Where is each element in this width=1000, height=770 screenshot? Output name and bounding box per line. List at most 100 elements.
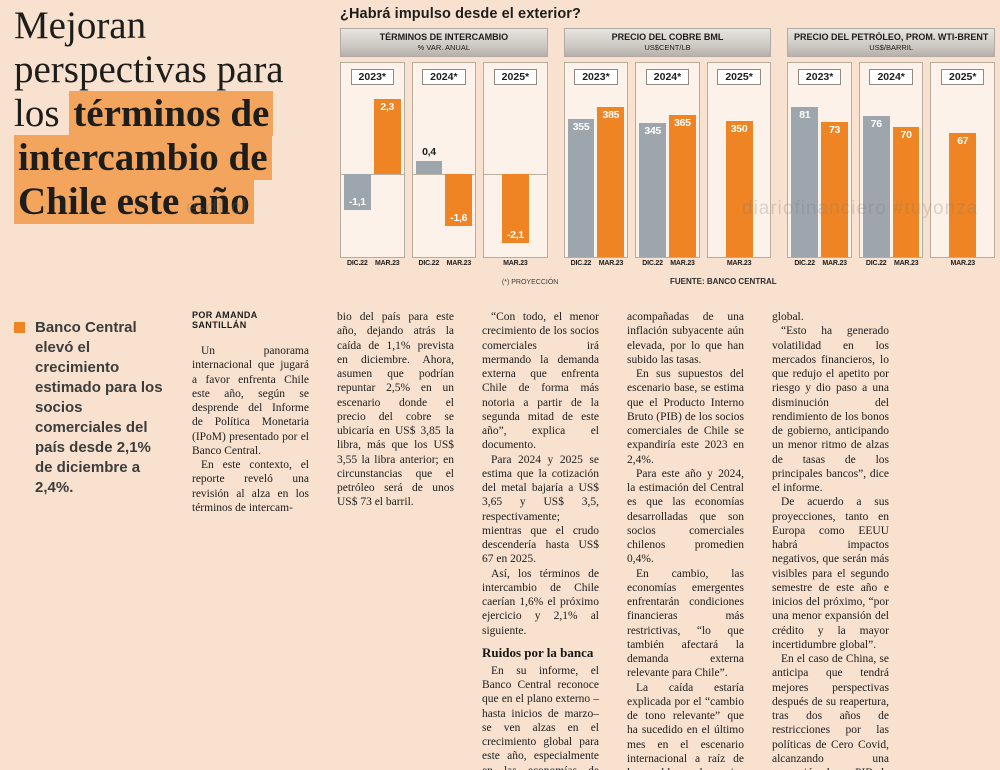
- year-label: 2023*: [797, 69, 842, 85]
- bar-slot: -1,1: [344, 91, 371, 257]
- x-axis-label: MAR.23: [598, 260, 624, 267]
- bar: [415, 161, 443, 174]
- x-axis-label: DIC.22: [794, 260, 815, 267]
- article-paragraph: De acuerdo a sus proyecciones, tanto en …: [772, 496, 889, 651]
- bar-value-label: 355: [572, 120, 590, 133]
- x-axis-label: DIC.22: [346, 260, 368, 267]
- article-paragraph: En cambio, las economías emergentes enfr…: [627, 567, 744, 680]
- bar-slot: 76: [862, 91, 890, 257]
- chart-panel-title: PRECIO DEL COBRE BML: [611, 32, 724, 42]
- chart-panel-unit: US$CENT/LB: [644, 43, 691, 52]
- chart-group-box: 2024* 76 70: [858, 62, 924, 258]
- bullet-square-icon: [14, 322, 25, 333]
- byline: POR AMANDA SANTILLÁN: [192, 310, 258, 330]
- x-axis-label: MAR.23: [503, 260, 528, 267]
- bar: 73: [821, 121, 848, 257]
- lead-text: Banco Central elevó el crecimiento estim…: [35, 319, 163, 496]
- x-axis-label: MAR.23: [950, 260, 976, 267]
- x-axis-label: MAR.23: [670, 260, 695, 267]
- bar-slot: 345: [639, 91, 667, 257]
- zero-baseline: [341, 174, 404, 175]
- chart-panel-header: PRECIO DEL COBRE BML US$CENT/LB: [563, 28, 772, 57]
- chart-panel-header: PRECIO DEL PETRÓLEO, PROM. WTI-BRENT US$/…: [787, 28, 996, 57]
- chart-year-group: 2025* 350 MAR.23: [706, 62, 772, 267]
- chart-year-group: 2025* 67 MAR.23: [930, 62, 996, 267]
- article-body: POR AMANDA SANTILLÁN Un panorama internac…: [192, 310, 988, 770]
- article-paragraph: acompañadas de una inflación subyacente …: [627, 311, 744, 366]
- bar-area: 0,4 -1,6: [412, 91, 476, 257]
- bar: 67: [949, 132, 977, 257]
- chart-year-group: 2025* -2,1 MAR.23: [483, 62, 548, 267]
- year-label: 2024*: [422, 69, 466, 85]
- x-axis-label: MAR.23: [375, 260, 400, 267]
- bar: 76: [862, 116, 890, 257]
- chart-year-group: 2023* 355 385 DIC.22 MAR.23: [563, 62, 629, 267]
- chart-panel-header: TÉRMINOS DE INTERCAMBIO% VAR. ANUAL: [340, 28, 548, 57]
- bar-slot: 385: [597, 91, 625, 257]
- charts-section: ¿Habrá impulso desde el exterior? TÉRMIN…: [340, 6, 996, 289]
- year-label: 2023*: [350, 69, 394, 85]
- bar-slot: 73: [821, 91, 848, 257]
- chart-panel-title: PRECIO DEL PETRÓLEO, PROM. WTI-BRENT: [794, 32, 989, 42]
- chart-group-box: 2023* 81 73: [787, 62, 852, 258]
- bar: 350: [725, 120, 753, 257]
- bar-value-label: 70: [900, 129, 912, 142]
- article-column: POR AMANDA SANTILLÁN Un panorama internac…: [192, 310, 309, 770]
- x-axis-label: DIC.22: [418, 260, 440, 267]
- chart-panels: TÉRMINOS DE INTERCAMBIO% VAR. ANUAL 2023*…: [340, 28, 996, 267]
- bar-value-label: 365: [674, 116, 691, 129]
- headline: Mejoran perspectivas para los términos d…: [14, 4, 336, 225]
- bar-area: -1,1 2,3: [341, 91, 404, 257]
- article-paragraph: global.: [772, 311, 804, 323]
- year-label: 2024*: [869, 69, 913, 85]
- article-paragraph: La caída estaría explicada por el “cambi…: [627, 681, 744, 770]
- x-axis-labels: MAR.23: [930, 260, 995, 267]
- bar-value-label: 73: [828, 123, 841, 136]
- article-column: global. “Esto ha generado volatilidad en …: [772, 310, 889, 770]
- bar: 2,3: [373, 99, 401, 174]
- bar-value-label: 76: [870, 118, 882, 131]
- bar: -1,6: [445, 174, 473, 227]
- chart-group-box: 2025* 350: [706, 62, 772, 258]
- chart-group-box: 2023* -1,1 2,3: [340, 62, 405, 258]
- chart-groups: 2023* 81 73 DIC.22 MAR.23 2024* 76 70 DIC.22 MAR.…: [787, 62, 996, 267]
- bar-value-label: 67: [957, 134, 969, 147]
- x-axis-labels: DIC.22 MAR.23: [635, 260, 700, 267]
- article-paragraph: bio del país para este año, dejando atrá…: [337, 311, 454, 509]
- chart-group-box: 2023* 355 385: [563, 62, 629, 258]
- article-paragraph: Un panorama internacional que jugará a f…: [192, 345, 309, 457]
- bar-slot: 67: [949, 91, 977, 257]
- bar-value-label: -2,1: [506, 228, 524, 241]
- article-paragraph: En sus supuestos del escenario base, se …: [627, 368, 744, 466]
- headline-highlight: términos de intercambio de Chile este añ…: [14, 91, 274, 225]
- chart-footnotes: (*) PROYECCIÓN FUENTE: BANCO CENTRAL: [340, 271, 995, 289]
- x-axis-label: MAR.23: [822, 260, 847, 267]
- x-axis-labels: DIC.22 MAR.23: [564, 260, 629, 267]
- chart-year-group: 2024* 76 70 DIC.22 MAR.23: [858, 62, 924, 267]
- chart-year-group: 2024* 345 365 DIC.22 MAR.23: [635, 62, 700, 267]
- footnote-cell: FUENTE: BANCO CENTRAL: [558, 271, 777, 289]
- x-axis-label: MAR.23: [446, 260, 472, 267]
- chart-panel: TÉRMINOS DE INTERCAMBIO% VAR. ANUAL 2023*…: [340, 28, 548, 267]
- bar-slot: 0,4: [415, 91, 443, 257]
- bar: 365: [669, 114, 696, 257]
- zero-baseline: [412, 174, 476, 175]
- bar: 70: [892, 127, 920, 257]
- article-column: acompañadas de una inflación subyacente …: [627, 310, 744, 770]
- x-axis-labels: DIC.22 MAR.23: [340, 260, 405, 267]
- article-paragraph: En el caso de China, se anticipa que ten…: [772, 653, 889, 770]
- chart-group-box: 2025* 67: [930, 62, 996, 258]
- article-paragraph: “Con todo, el menor crecimiento de los s…: [482, 311, 599, 452]
- bar-area: 81 73: [788, 91, 851, 257]
- bar-value-label: 0,4: [422, 146, 436, 158]
- bar-value-label: 81: [799, 109, 811, 121]
- bar: -1,1: [344, 174, 371, 210]
- x-axis-labels: MAR.23: [483, 260, 548, 267]
- chart-group-box: 2024* 0,4 -1,6: [411, 62, 477, 258]
- bar-slot: -1,6: [445, 91, 473, 257]
- headline-plain: Mejoran perspectivas para los: [14, 4, 284, 136]
- x-axis-labels: DIC.22 MAR.23: [859, 260, 924, 267]
- chart-panel-title: TÉRMINOS DE INTERCAMBIO: [379, 32, 509, 42]
- article-column: “Con todo, el menor crecimiento de los s…: [482, 310, 599, 770]
- bar-value-label: 350: [730, 122, 748, 135]
